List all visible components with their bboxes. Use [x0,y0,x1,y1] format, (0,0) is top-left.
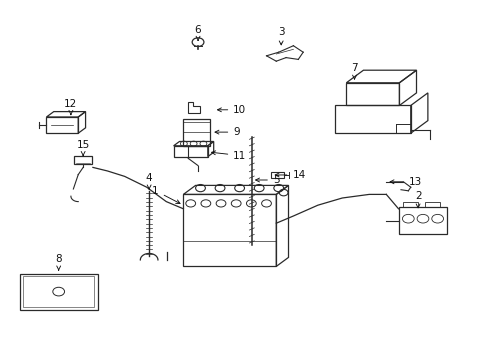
Text: 6: 6 [194,24,201,40]
Bar [398,207,447,234]
Bar [334,105,410,133]
Text: 12: 12 [64,99,78,114]
Text: 13: 13 [389,177,421,187]
Text: 8: 8 [55,254,62,270]
Bar [346,83,399,105]
Bar [173,146,207,157]
Text: 15: 15 [76,140,90,156]
Text: 10: 10 [217,105,246,115]
Bar [46,117,78,133]
Bar [23,276,94,307]
Bar [403,202,417,207]
Text: 2: 2 [414,191,421,208]
Text: 5: 5 [255,175,279,185]
Text: 3: 3 [277,27,284,45]
Bar [183,119,210,146]
Text: 7: 7 [350,63,357,79]
Text: 1: 1 [152,186,180,203]
Bar [74,156,92,164]
Bar [425,202,439,207]
Bar [20,274,98,310]
Text: 9: 9 [215,127,240,137]
Text: 11: 11 [211,150,246,161]
Text: 4: 4 [145,173,152,189]
Text: 14: 14 [275,170,305,180]
Bar [183,194,276,266]
